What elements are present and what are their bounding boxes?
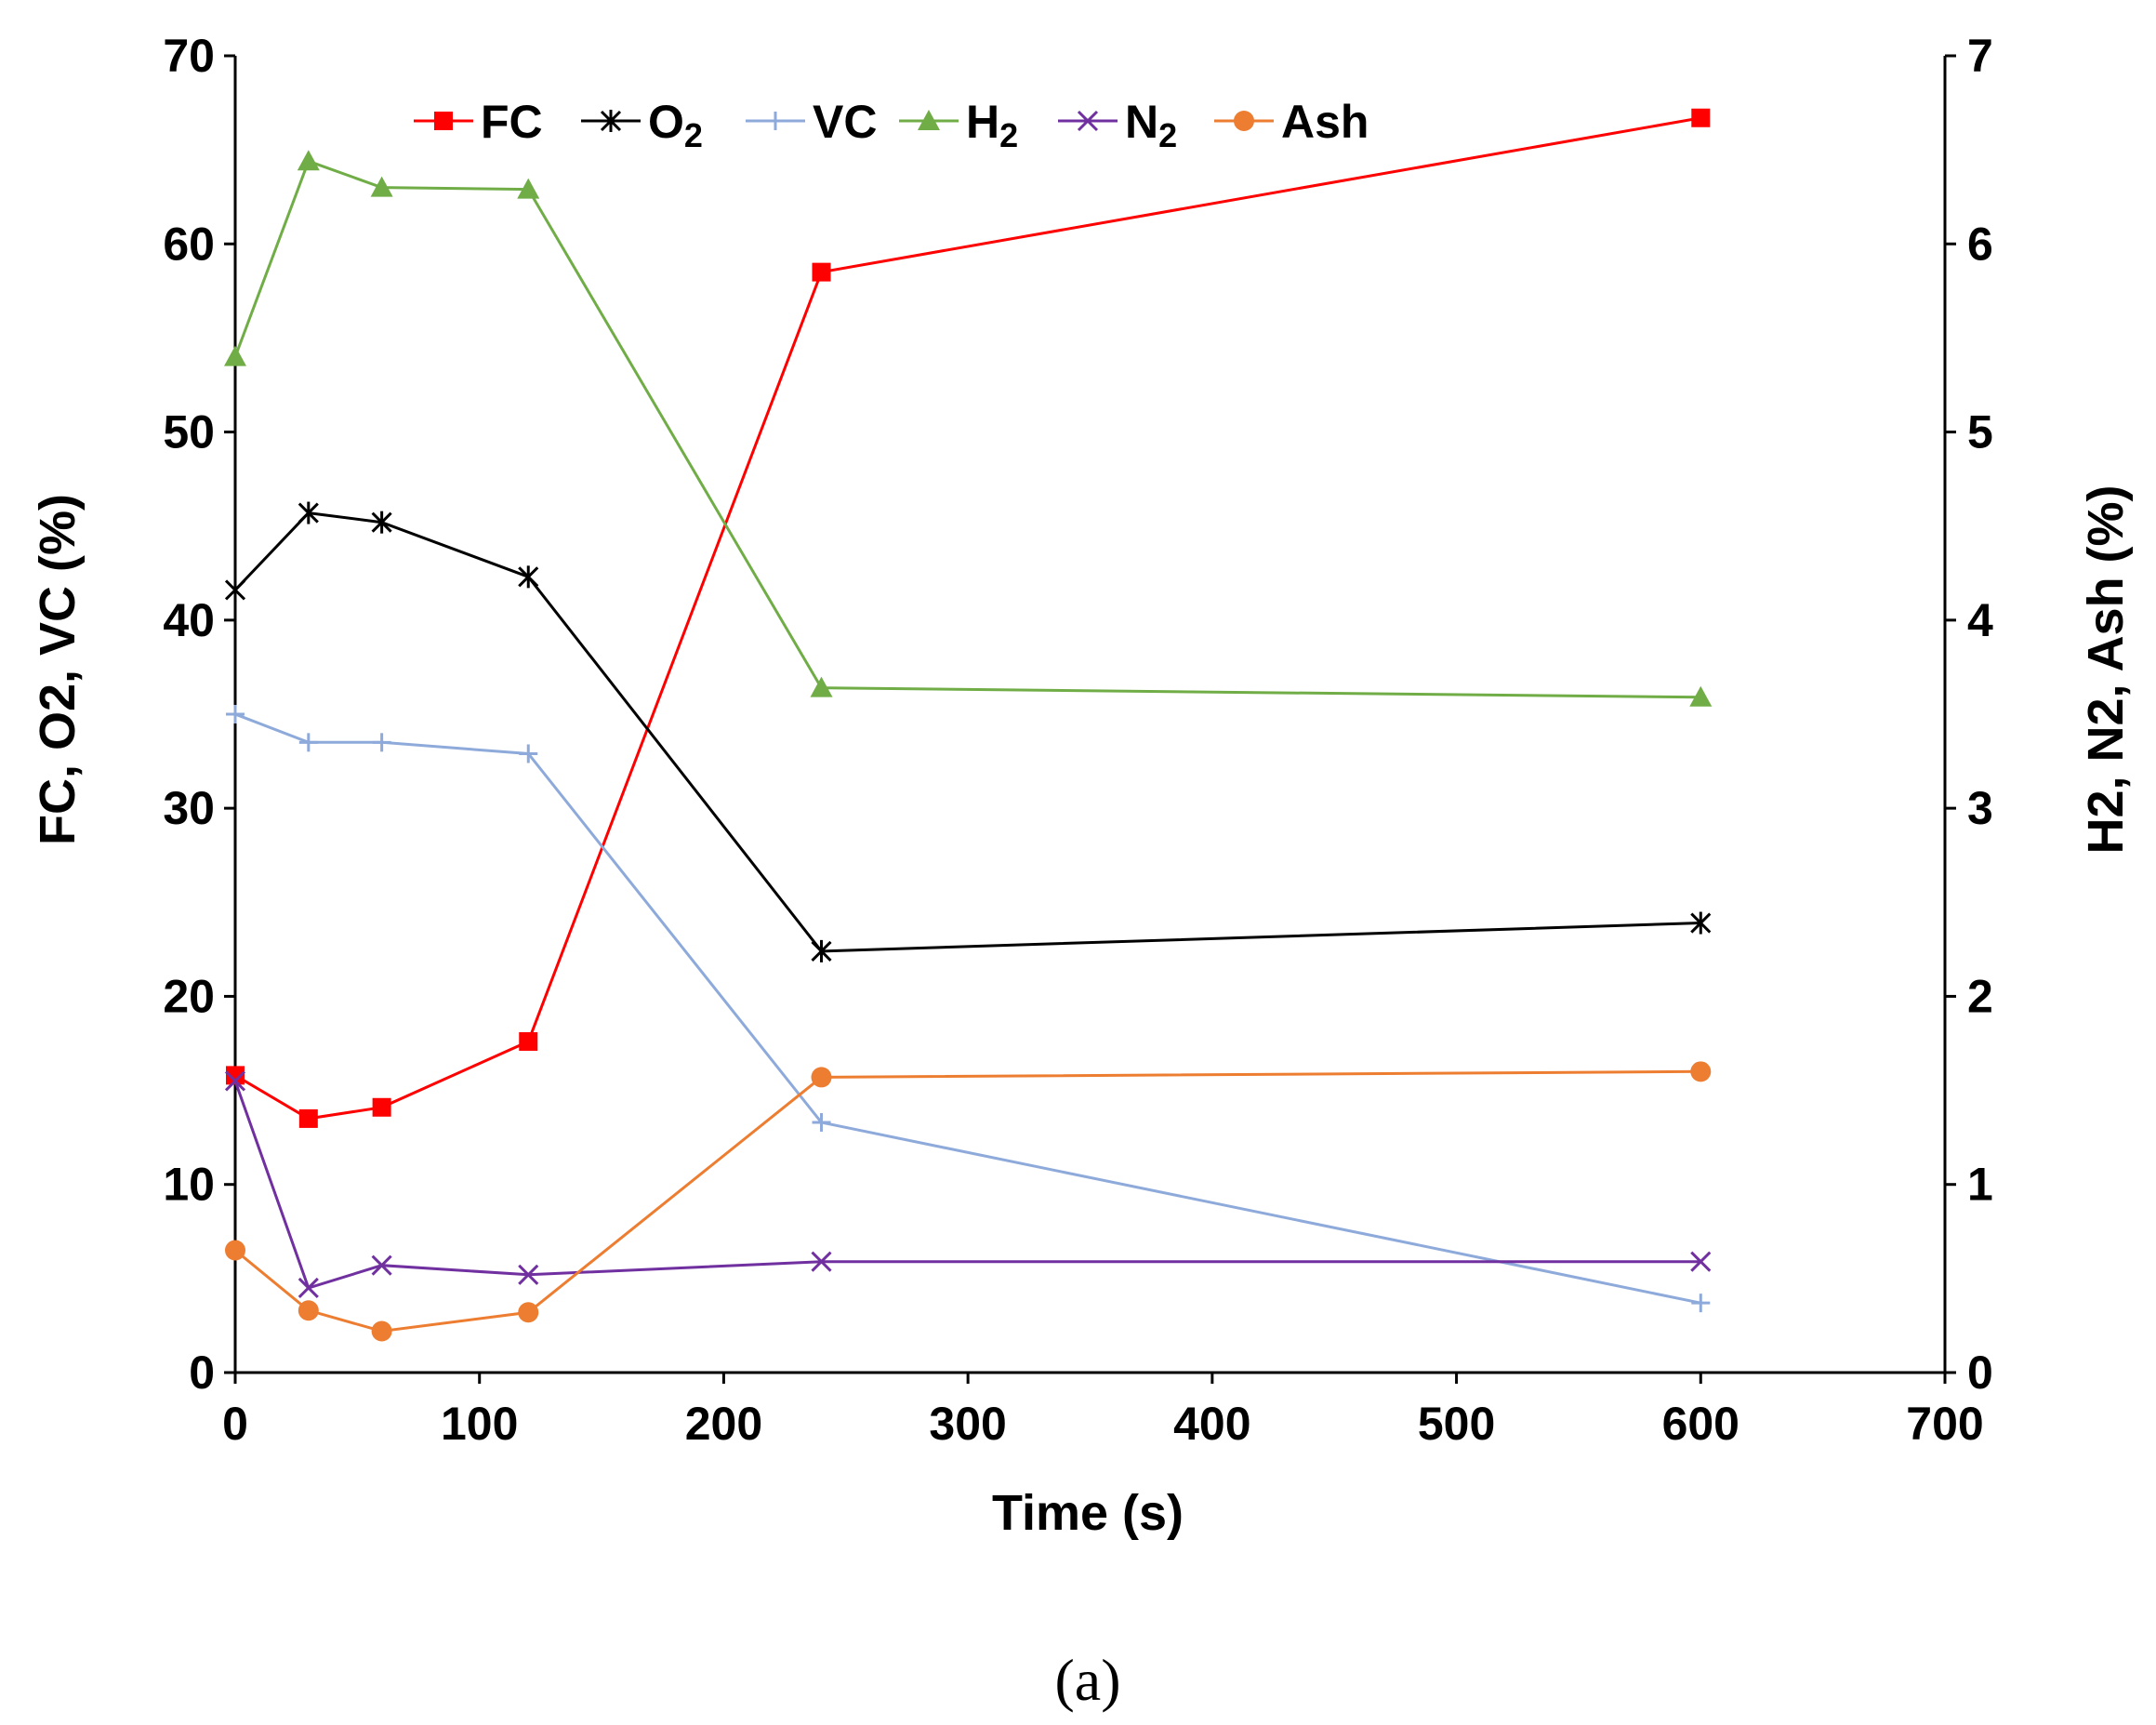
legend-item-fc: FC <box>414 96 543 148</box>
legend-item-ash: Ash <box>1214 96 1369 148</box>
series-line-vc <box>234 712 1701 1305</box>
series-line-n2 <box>233 1080 1701 1290</box>
legend-marker <box>1234 111 1254 131</box>
data-point-n2 <box>811 1251 832 1272</box>
legend-item-vc: VC <box>746 96 877 148</box>
y-right-tick-label: 5 <box>1967 406 1993 458</box>
data-point-h2 <box>370 176 393 197</box>
data-point-fc <box>812 262 831 282</box>
data-point-h2 <box>517 178 540 199</box>
y-left-tick-label: 30 <box>163 782 215 834</box>
series-line-h2 <box>233 159 1701 699</box>
data-point-o2 <box>371 511 392 534</box>
data-point-h2 <box>810 676 833 697</box>
data-point-h2 <box>224 345 246 366</box>
x-axis-title: Time (s) <box>992 1485 1184 1541</box>
data-point-fc <box>519 1031 538 1051</box>
y-right-tick-label: 7 <box>1967 30 1993 82</box>
data-point-ash <box>811 1067 832 1088</box>
series-vc <box>226 705 1711 1313</box>
y-left-axis-title: FC, O2, VC (%) <box>30 494 86 845</box>
y-left-tick-label: 10 <box>163 1159 215 1211</box>
x-tick-label: 100 <box>441 1398 518 1450</box>
x-tick-label: 600 <box>1662 1398 1739 1450</box>
legend-label: H2 <box>966 96 1018 154</box>
y-right-axis-title: H2, N2, Ash (%) <box>2078 484 2134 854</box>
data-point-o2 <box>224 578 246 602</box>
data-point-o2 <box>1690 911 1712 935</box>
data-point-fc <box>226 1066 245 1085</box>
data-point-h2 <box>1689 685 1713 707</box>
data-point-ash <box>225 1240 245 1261</box>
series-line-fc <box>234 116 1701 1121</box>
x-tick-label: 400 <box>1173 1398 1250 1450</box>
series-ash <box>225 1061 1712 1342</box>
data-point-n2 <box>1690 1251 1712 1272</box>
y-left-tick-label: 60 <box>163 218 215 270</box>
y-left-tick-label: 50 <box>163 406 215 458</box>
y-left-tick-label: 20 <box>163 970 215 1022</box>
data-point-ash <box>518 1302 539 1323</box>
data-point-o2 <box>298 501 319 524</box>
data-point-ash <box>298 1300 319 1321</box>
x-tick-label: 500 <box>1418 1398 1495 1450</box>
data-point-vc <box>226 705 245 723</box>
data-point-fc <box>298 1108 318 1128</box>
data-point-fc <box>1691 108 1711 127</box>
data-point-ash <box>371 1320 392 1342</box>
legend-marker <box>600 110 622 132</box>
data-point-fc <box>372 1097 391 1117</box>
legend-marker <box>1077 110 1099 132</box>
data-point-h2 <box>297 150 320 171</box>
legend-label: O2 <box>648 96 703 154</box>
x-tick-label: 300 <box>929 1398 1006 1450</box>
legend-item-o2: O2 <box>581 96 703 154</box>
y-right-tick-label: 1 <box>1967 1159 1993 1211</box>
legend-label: FC <box>481 96 543 148</box>
series-n2 <box>224 1070 1712 1299</box>
y-left-tick-label: 0 <box>189 1347 215 1399</box>
data-point-o2 <box>518 565 539 589</box>
series-line-ash <box>234 1069 1701 1334</box>
legend-marker <box>766 112 785 130</box>
legend: FC O2 VC H2 N2 Ash <box>414 96 1369 154</box>
axes: 0 100 200 300 400 500 600 700010203040506070012… <box>163 30 1993 1450</box>
legend-label: VC <box>813 96 877 148</box>
data-point-o2 <box>811 939 832 962</box>
y-right-tick-label: 3 <box>1967 782 1993 834</box>
series-fc <box>226 108 1711 1128</box>
data-point-vc <box>1691 1294 1711 1313</box>
data-point-n2 <box>224 1070 246 1092</box>
legend-item-n2: N2 <box>1058 96 1177 154</box>
y-right-tick-label: 4 <box>1967 594 1993 646</box>
y-right-tick-label: 6 <box>1967 218 1993 270</box>
y-right-tick-label: 0 <box>1967 1347 1993 1399</box>
series-h2 <box>224 150 1713 707</box>
data-point-ash <box>1690 1061 1712 1082</box>
data-point-n2 <box>371 1254 392 1276</box>
y-right-tick-label: 2 <box>1967 970 1993 1022</box>
y-left-tick-label: 70 <box>163 30 215 82</box>
data-point-vc <box>812 1112 831 1132</box>
y-left-tick-label: 40 <box>163 594 215 646</box>
data-point-n2 <box>298 1277 319 1299</box>
series-line-o2 <box>233 511 1701 953</box>
legend-label: N2 <box>1125 96 1177 154</box>
data-point-vc <box>298 733 318 752</box>
x-tick-label: 700 <box>1906 1398 1983 1450</box>
x-tick-label: 0 <box>222 1398 248 1450</box>
data-point-n2 <box>518 1264 539 1285</box>
series-layer <box>224 108 1713 1342</box>
data-point-vc <box>372 733 391 752</box>
legend-marker <box>434 112 453 130</box>
legend-marker <box>918 110 940 130</box>
legend-label: Ash <box>1281 96 1369 148</box>
series-o2 <box>224 501 1712 962</box>
data-point-vc <box>519 744 538 763</box>
legend-item-h2: H2 <box>899 96 1018 154</box>
x-tick-label: 200 <box>685 1398 762 1450</box>
figure-caption: (a) <box>1054 1647 1120 1713</box>
